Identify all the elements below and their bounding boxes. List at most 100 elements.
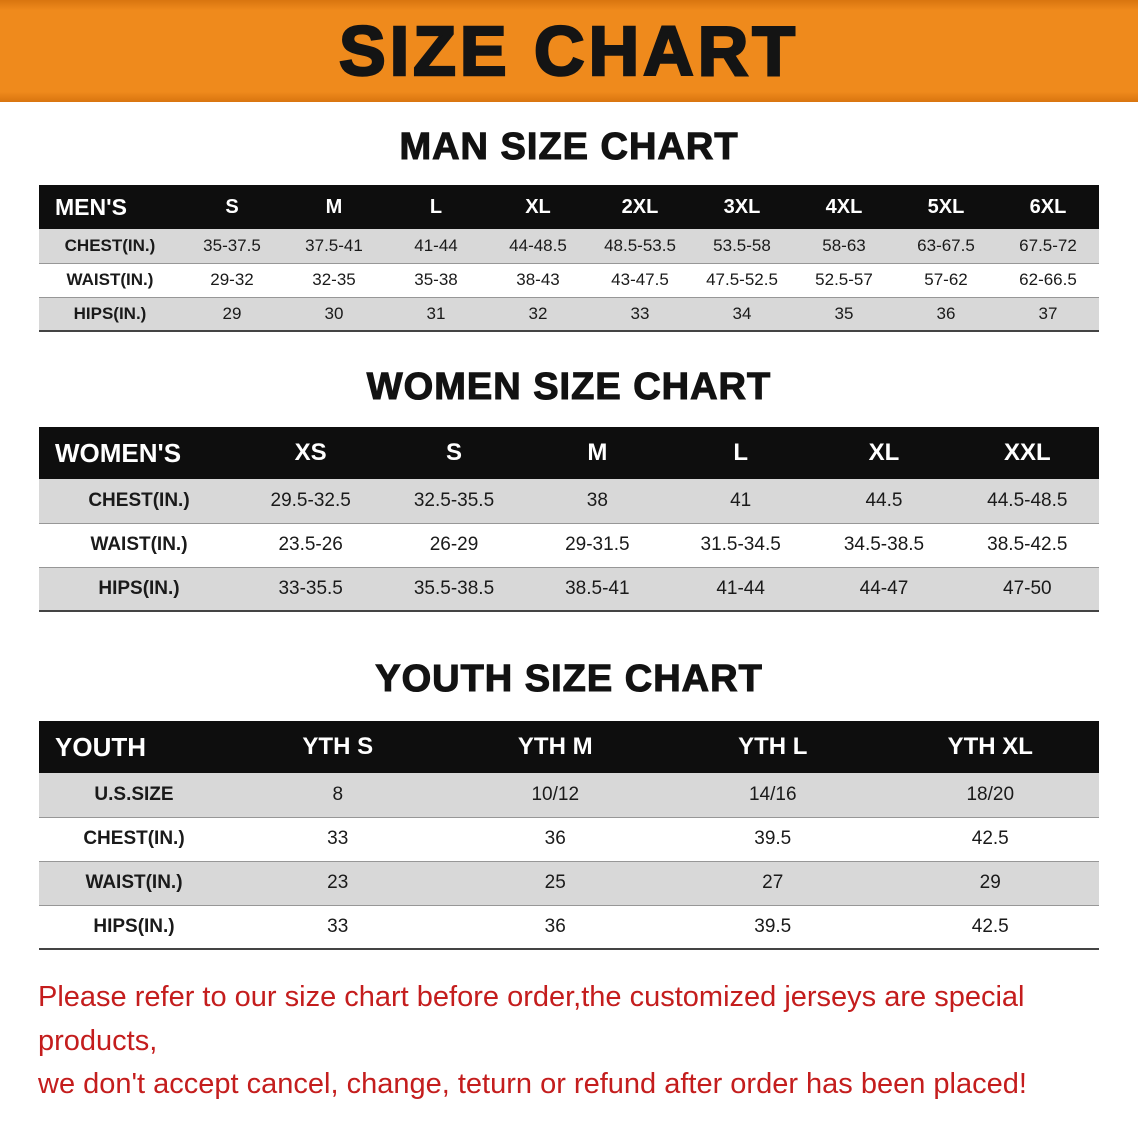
- size-column-header: S: [181, 185, 283, 229]
- size-column-header: YTH XL: [881, 721, 1099, 773]
- size-value: 35.5-38.5: [382, 567, 526, 612]
- row-label: HIPS(IN.): [39, 297, 181, 332]
- size-column-header: XL: [487, 185, 589, 229]
- table-header-row: MEN'S S M L XL 2XL 3XL 4XL 5XL 6XL: [39, 185, 1099, 229]
- size-value: 33: [229, 905, 447, 950]
- size-value: 36: [446, 817, 664, 862]
- table-row: WAIST(IN.) 23 25 27 29: [39, 861, 1099, 906]
- table-corner-label: MEN'S: [39, 185, 181, 229]
- size-column-header: L: [385, 185, 487, 229]
- table-row: HIPS(IN.) 29 30 31 32 33 34 35 36 37: [39, 297, 1099, 332]
- size-value: 62-66.5: [997, 263, 1099, 298]
- size-column-header: 6XL: [997, 185, 1099, 229]
- size-column-header: 2XL: [589, 185, 691, 229]
- row-label: WAIST(IN.): [39, 861, 229, 906]
- size-column-header: XXL: [955, 427, 1099, 479]
- size-value: 63-67.5: [895, 229, 997, 264]
- table-row: WAIST(IN.) 23.5-26 26-29 29-31.5 31.5-34.5 34…: [39, 523, 1099, 568]
- row-label: CHEST(IN.): [39, 479, 239, 524]
- size-value: 34: [691, 297, 793, 332]
- size-value: 38-43: [487, 263, 589, 298]
- footer-notice: Please refer to our size chart before or…: [0, 950, 1138, 1107]
- size-column-header: L: [668, 427, 813, 479]
- women-size-chart-section: WOMEN SIZE CHART WOMEN'S XS S M L XL XXL CHEST(…: [0, 332, 1138, 612]
- size-value: 41-44: [668, 567, 813, 612]
- size-column-header: YTH M: [446, 721, 664, 773]
- man-section-title: MAN SIZE CHART: [399, 125, 739, 168]
- size-value: 33-35.5: [239, 567, 383, 612]
- table-row: CHEST(IN.) 33 36 39.5 42.5: [39, 817, 1099, 862]
- size-value: 36: [895, 297, 997, 332]
- size-value: 31.5-34.5: [668, 523, 813, 568]
- row-label: CHEST(IN.): [39, 229, 181, 264]
- size-value: 38.5-41: [525, 567, 669, 612]
- table-row: U.S.SIZE 8 10/12 14/16 18/20: [39, 773, 1099, 818]
- size-value: 47-50: [955, 567, 1099, 612]
- size-value: 44-47: [812, 567, 956, 612]
- size-value: 44.5-48.5: [955, 479, 1099, 524]
- size-value: 33: [229, 817, 447, 862]
- table-row: HIPS(IN.) 33-35.5 35.5-38.5 38.5-41 41-44 44-…: [39, 567, 1099, 612]
- size-value: 30: [283, 297, 385, 332]
- size-value: 33: [589, 297, 691, 332]
- youth-section-title: YOUTH SIZE CHART: [375, 657, 763, 700]
- size-value: 14/16: [664, 773, 882, 818]
- size-column-header: M: [525, 427, 669, 479]
- notice-line-1: Please refer to our size chart before or…: [38, 981, 1025, 1057]
- table-row: CHEST(IN.) 35-37.5 37.5-41 41-44 44-48.5 48.5…: [39, 229, 1099, 264]
- size-value: 38.5-42.5: [955, 523, 1099, 568]
- size-column-header: 4XL: [793, 185, 895, 229]
- size-value: 32.5-35.5: [382, 479, 526, 524]
- size-value: 52.5-57: [793, 263, 895, 298]
- size-column-header: YTH L: [664, 721, 882, 773]
- women-size-table: WOMEN'S XS S M L XL XXL CHEST(IN.) 29.5-32.5 32.5…: [39, 427, 1099, 612]
- size-value: 29-32: [181, 263, 283, 298]
- size-value: 34.5-38.5: [812, 523, 956, 568]
- table-header-row: YOUTH YTH S YTH M YTH L YTH XL: [39, 721, 1099, 773]
- row-label: WAIST(IN.): [39, 523, 239, 568]
- table-row: WAIST(IN.) 29-32 32-35 35-38 38-43 43-47.5 47.…: [39, 263, 1099, 298]
- row-label: HIPS(IN.): [39, 905, 229, 950]
- size-value: 8: [229, 773, 447, 818]
- size-value: 29: [881, 861, 1099, 906]
- size-value: 67.5-72: [997, 229, 1099, 264]
- size-value: 53.5-58: [691, 229, 793, 264]
- size-value: 29.5-32.5: [239, 479, 383, 524]
- size-value: 23.5-26: [239, 523, 383, 568]
- notice-line-2: we don't accept cancel, change, teturn o…: [38, 1068, 1027, 1100]
- man-size-table: MEN'S S M L XL 2XL 3XL 4XL 5XL 6XL CHEST(IN.) 35-37…: [39, 185, 1099, 332]
- size-column-header: 3XL: [691, 185, 793, 229]
- size-value: 48.5-53.5: [589, 229, 691, 264]
- size-value: 44-48.5: [487, 229, 589, 264]
- size-column-header: S: [382, 427, 526, 479]
- size-value: 47.5-52.5: [691, 263, 793, 298]
- size-value: 26-29: [382, 523, 526, 568]
- size-column-header: YTH S: [229, 721, 447, 773]
- size-value: 29-31.5: [525, 523, 669, 568]
- size-value: 42.5: [881, 817, 1099, 862]
- youth-size-chart-section: YOUTH SIZE CHART YOUTH YTH S YTH M YTH L YTH…: [0, 612, 1138, 950]
- size-value: 43-47.5: [589, 263, 691, 298]
- youth-size-table: YOUTH YTH S YTH M YTH L YTH XL U.S.SIZE 8 10/12…: [39, 721, 1099, 950]
- size-value: 18/20: [881, 773, 1099, 818]
- size-value: 39.5: [664, 817, 882, 862]
- size-value: 27: [664, 861, 882, 906]
- size-value: 42.5: [881, 905, 1099, 950]
- table-corner-label: WOMEN'S: [39, 427, 239, 479]
- size-value: 25: [446, 861, 664, 906]
- size-value: 36: [446, 905, 664, 950]
- size-column-header: XL: [812, 427, 956, 479]
- size-value: 41-44: [385, 229, 487, 264]
- row-label: WAIST(IN.): [39, 263, 181, 298]
- size-value: 35: [793, 297, 895, 332]
- page-title: SIZE CHART: [338, 11, 799, 92]
- size-value: 37: [997, 297, 1099, 332]
- man-size-chart-section: MAN SIZE CHART MEN'S S M L XL 2XL 3XL 4XL 5XL 6XL…: [0, 102, 1138, 332]
- size-value: 35-37.5: [181, 229, 283, 264]
- row-label: U.S.SIZE: [39, 773, 229, 818]
- row-label: CHEST(IN.): [39, 817, 229, 862]
- size-column-header: 5XL: [895, 185, 997, 229]
- table-header-row: WOMEN'S XS S M L XL XXL: [39, 427, 1099, 479]
- women-section-title: WOMEN SIZE CHART: [366, 365, 772, 408]
- table-corner-label: YOUTH: [39, 721, 229, 773]
